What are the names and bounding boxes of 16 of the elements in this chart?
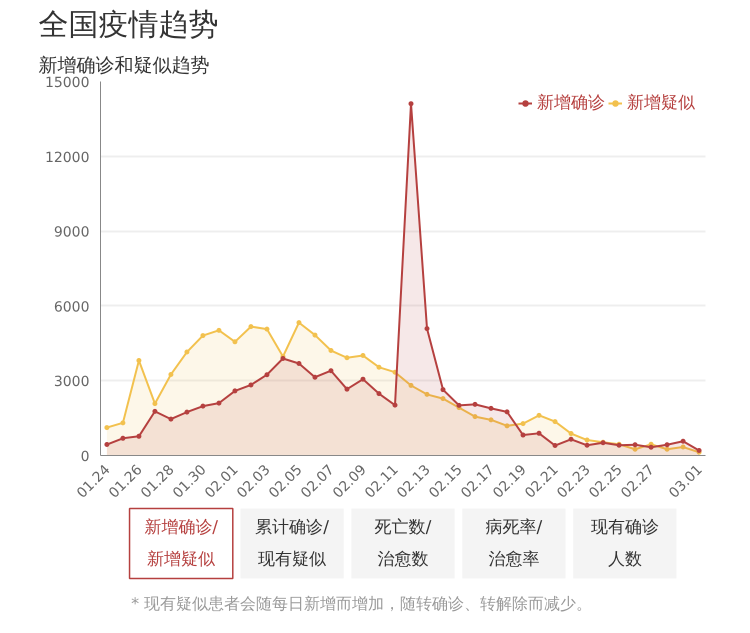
text: 病死率/治愈率 — [486, 518, 543, 570]
text: 死亡数/治愈数 — [374, 518, 432, 570]
y-tick-label: 0 — [80, 449, 90, 465]
y-tick-label: 6000 — [54, 299, 90, 316]
legend-label: 新增疑似 — [627, 92, 695, 114]
chart-title: 全国疫情趋势 — [38, 8, 218, 42]
text: 新增确诊/新增疑似 — [144, 518, 218, 570]
y-tick-label: 3000 — [54, 374, 90, 390]
y-tick-label: 15000 — [44, 75, 90, 91]
y-tick-label: 9000 — [54, 224, 90, 241]
text: * 现有疑似患者会随每日新增而增加，随转确诊、转解除而减少。 — [131, 594, 592, 613]
chart-subtitle: 新增确诊和疑似趋势 — [38, 54, 210, 76]
legend-label: 新增确诊 — [537, 92, 605, 114]
text: 现有确诊人数 — [590, 518, 659, 570]
y-tick-label: 12000 — [44, 150, 90, 166]
text: 累计确诊/现有疑似 — [255, 518, 330, 570]
